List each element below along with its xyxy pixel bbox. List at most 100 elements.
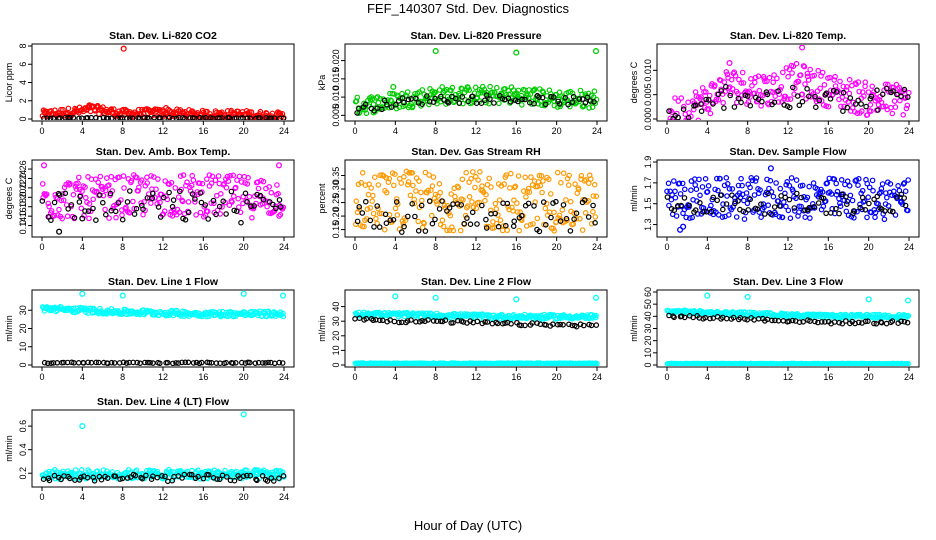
- data-point: [58, 197, 65, 204]
- data-point: [839, 320, 846, 327]
- data-point: [253, 476, 259, 483]
- data-point: [147, 468, 154, 474]
- data-point: [73, 467, 79, 473]
- data-point: [465, 98, 472, 105]
- data-point: [400, 221, 407, 227]
- data-point: [359, 210, 366, 216]
- data-point: [401, 223, 407, 230]
- data-point: [898, 318, 904, 325]
- data-point: [61, 184, 68, 191]
- data-point: [556, 101, 563, 107]
- data-point: [587, 176, 594, 182]
- data-point: [131, 211, 138, 217]
- data-point: [789, 70, 795, 76]
- data-point: [496, 100, 502, 107]
- data-point: [785, 207, 792, 214]
- data-point: [855, 97, 862, 104]
- data-point: [746, 309, 752, 316]
- data-point: [370, 210, 377, 217]
- data-point: [280, 473, 287, 479]
- data-point: [353, 198, 360, 205]
- y-tick-label: 1.3: [643, 218, 653, 231]
- data-point: [692, 102, 699, 109]
- data-point: [161, 208, 168, 215]
- data-point: [269, 110, 276, 117]
- data-point: [197, 190, 204, 196]
- data-point: [904, 102, 911, 109]
- data-point: [144, 180, 151, 186]
- data-point: [119, 216, 126, 223]
- data-point: [582, 210, 589, 216]
- data-point: [842, 318, 849, 324]
- data-point: [103, 115, 110, 120]
- data-point: [393, 199, 400, 205]
- data-point: [879, 91, 886, 98]
- data-point: [901, 195, 908, 201]
- data-point: [494, 320, 501, 327]
- data-point: [56, 192, 63, 198]
- data-point: [78, 474, 84, 481]
- x-tick-label: 16: [198, 492, 208, 502]
- data-point: [765, 101, 772, 108]
- data-point: [383, 220, 390, 227]
- data-point: [108, 359, 115, 366]
- data-point: [528, 174, 534, 180]
- data-point: [814, 88, 821, 94]
- data-point: [211, 472, 217, 479]
- data-point: [878, 189, 884, 195]
- data-point: [889, 318, 896, 324]
- data-point: [585, 214, 592, 220]
- data-point: [388, 104, 395, 110]
- data-point: [198, 199, 205, 206]
- data-point: [189, 172, 196, 179]
- data-point: [775, 88, 781, 94]
- data-point: [230, 360, 236, 366]
- y-axis-label: degrees C: [4, 177, 14, 219]
- data-point: [136, 184, 142, 191]
- data-point: [59, 215, 66, 222]
- data-point: [52, 107, 58, 114]
- data-point: [670, 178, 677, 184]
- data-point: [260, 196, 267, 203]
- data-point: [467, 221, 474, 228]
- data-point: [455, 317, 461, 324]
- data-point: [901, 318, 908, 325]
- data-point: [846, 90, 853, 97]
- data-point: [850, 210, 856, 217]
- data-point: [231, 477, 238, 484]
- data-point: [729, 86, 736, 92]
- data-point: [244, 472, 250, 479]
- data-point: [705, 97, 712, 103]
- data-point: [779, 214, 786, 221]
- data-point: [685, 115, 692, 120]
- data-point: [511, 197, 517, 204]
- y-tick-label: 20: [18, 323, 28, 333]
- data-point: [482, 319, 488, 325]
- data-point: [354, 94, 361, 101]
- data-point: [724, 193, 730, 199]
- data-point: [830, 87, 837, 94]
- data-point: [190, 360, 197, 366]
- data-point: [776, 203, 783, 209]
- data-point: [843, 194, 849, 200]
- x-tick-label: 24: [592, 242, 602, 252]
- data-point: [594, 360, 600, 366]
- data-point: [843, 201, 850, 208]
- y-tick-label: 30: [331, 316, 341, 326]
- data-point: [39, 181, 46, 187]
- data-point: [412, 95, 419, 102]
- data-point: [119, 475, 126, 482]
- data-point: [764, 91, 771, 98]
- data-point: [767, 177, 774, 184]
- data-point: [79, 188, 85, 194]
- data-point: [499, 95, 506, 102]
- outlier-point: [279, 292, 287, 299]
- data-point: [404, 89, 411, 95]
- data-point: [671, 314, 677, 321]
- x-tick-label: 12: [471, 242, 481, 252]
- data-point: [395, 98, 402, 104]
- data-point: [721, 79, 728, 85]
- data-point: [855, 182, 861, 189]
- data-point: [793, 177, 800, 183]
- data-point: [367, 217, 374, 224]
